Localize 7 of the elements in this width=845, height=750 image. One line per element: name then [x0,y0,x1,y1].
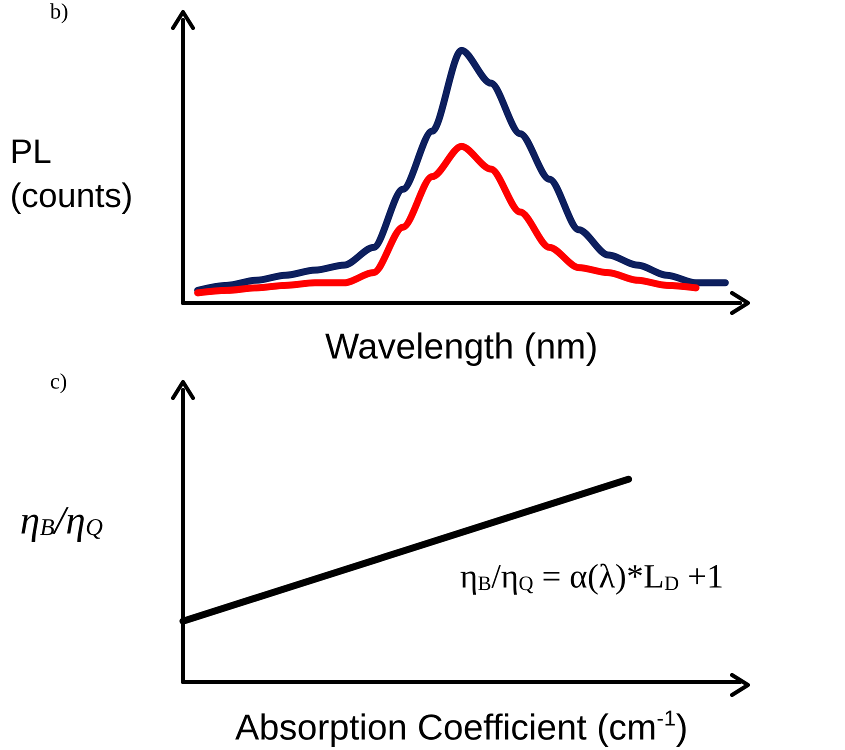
y-axis-title: ηB/ηQ [460,558,534,596]
y-axis-title: PL (counts) [10,133,133,215]
x-axis-title: Wavelength (nm) [325,326,598,366]
text: = α(λ)*LD +1 [542,558,724,596]
chart-title: c) [50,368,68,394]
chart-title: b) [50,0,68,24]
text: ηB/ηQ [20,498,103,542]
